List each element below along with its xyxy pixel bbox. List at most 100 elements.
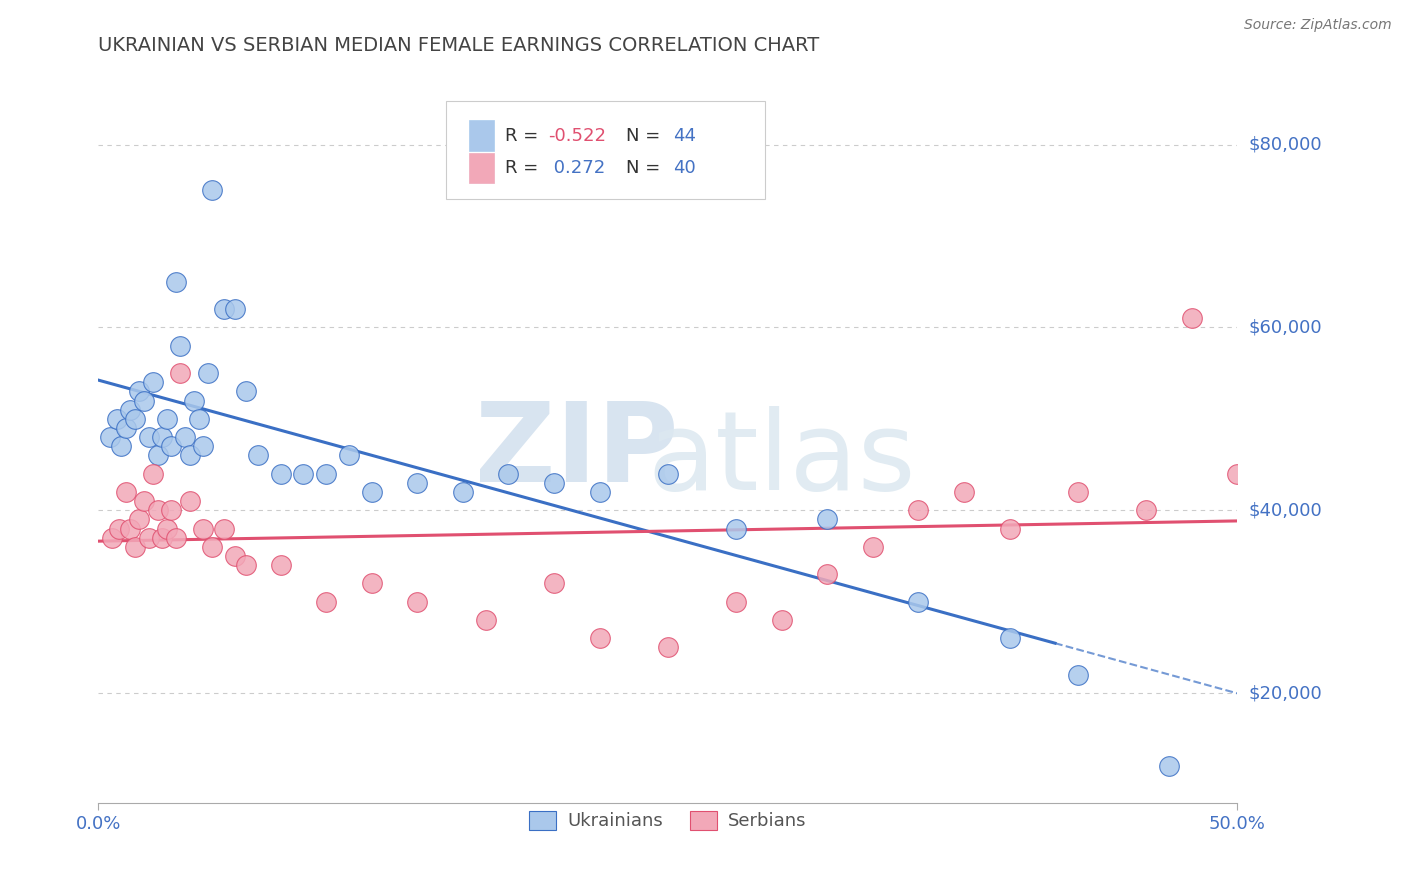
Point xyxy=(197,366,219,380)
Point xyxy=(588,632,610,646)
Text: UKRAINIAN VS SERBIAN MEDIAN FEMALE EARNINGS CORRELATION CHART: UKRAINIAN VS SERBIAN MEDIAN FEMALE EARNI… xyxy=(98,36,820,54)
Text: $80,000: $80,000 xyxy=(1249,136,1322,153)
Point xyxy=(179,494,201,508)
Point xyxy=(201,183,224,197)
Point xyxy=(156,411,179,425)
Text: R =: R = xyxy=(505,127,544,145)
Point xyxy=(169,366,191,380)
Point xyxy=(98,430,121,444)
Point xyxy=(193,439,215,453)
Point xyxy=(165,275,187,289)
Point xyxy=(1067,667,1090,681)
Text: N =: N = xyxy=(626,127,665,145)
Point xyxy=(156,521,179,535)
Legend: Ukrainians, Serbians: Ukrainians, Serbians xyxy=(522,804,814,838)
Point xyxy=(212,521,235,535)
Point xyxy=(360,484,382,499)
Point xyxy=(315,467,337,481)
Point xyxy=(174,430,197,444)
FancyBboxPatch shape xyxy=(468,120,494,151)
Point xyxy=(1226,467,1249,481)
Point xyxy=(124,411,146,425)
Point xyxy=(406,594,429,608)
Point xyxy=(138,430,160,444)
Point xyxy=(770,613,793,627)
Point xyxy=(142,467,165,481)
Text: 40: 40 xyxy=(673,159,696,177)
Point xyxy=(1067,484,1090,499)
Point xyxy=(998,521,1021,535)
Point xyxy=(315,594,337,608)
Point xyxy=(815,567,838,582)
Point xyxy=(224,301,246,317)
Point xyxy=(179,448,201,462)
Point xyxy=(451,484,474,499)
Point xyxy=(360,576,382,591)
Point xyxy=(138,531,160,545)
Point xyxy=(110,439,132,453)
Point xyxy=(128,384,150,399)
Text: $40,000: $40,000 xyxy=(1249,501,1322,519)
Point xyxy=(108,521,131,535)
Point xyxy=(132,494,155,508)
Point xyxy=(212,301,235,317)
Point xyxy=(101,531,124,545)
Point xyxy=(120,521,142,535)
Point xyxy=(998,632,1021,646)
Point xyxy=(543,576,565,591)
Point xyxy=(498,467,520,481)
Point xyxy=(160,503,183,517)
Point xyxy=(235,384,257,399)
Point xyxy=(953,484,976,499)
Text: atlas: atlas xyxy=(648,406,915,513)
Point xyxy=(146,448,169,462)
Point xyxy=(150,531,173,545)
Point xyxy=(406,475,429,490)
Point xyxy=(1157,759,1180,773)
Point xyxy=(235,558,257,573)
Point xyxy=(292,467,315,481)
Text: $20,000: $20,000 xyxy=(1249,684,1322,702)
Text: Source: ZipAtlas.com: Source: ZipAtlas.com xyxy=(1244,18,1392,32)
Point xyxy=(224,549,246,563)
Point xyxy=(270,467,292,481)
Point xyxy=(815,512,838,526)
Point xyxy=(105,411,128,425)
Point xyxy=(725,521,748,535)
Text: 0.272: 0.272 xyxy=(548,159,606,177)
Point xyxy=(187,411,209,425)
Point xyxy=(474,613,496,627)
Point xyxy=(128,512,150,526)
Point xyxy=(120,402,142,417)
Point xyxy=(1181,311,1204,326)
Point xyxy=(114,421,136,435)
Point xyxy=(907,503,929,517)
Text: 44: 44 xyxy=(673,127,696,145)
Point xyxy=(124,540,146,554)
Point xyxy=(169,338,191,352)
Text: -0.522: -0.522 xyxy=(548,127,606,145)
Text: ZIP: ZIP xyxy=(475,398,679,505)
Point xyxy=(588,484,610,499)
Point xyxy=(543,475,565,490)
Point xyxy=(132,393,155,408)
Point xyxy=(1135,503,1157,517)
Point xyxy=(146,503,169,517)
FancyBboxPatch shape xyxy=(468,153,494,183)
Point xyxy=(114,484,136,499)
Point xyxy=(907,594,929,608)
Point xyxy=(201,540,224,554)
Text: R =: R = xyxy=(505,159,544,177)
Point xyxy=(725,594,748,608)
Point xyxy=(657,467,679,481)
Point xyxy=(337,448,360,462)
Point xyxy=(193,521,215,535)
Point xyxy=(142,375,165,389)
Point xyxy=(862,540,884,554)
Text: N =: N = xyxy=(626,159,665,177)
Point xyxy=(270,558,292,573)
Point xyxy=(657,640,679,655)
Point xyxy=(165,531,187,545)
Point xyxy=(150,430,173,444)
Point xyxy=(183,393,205,408)
